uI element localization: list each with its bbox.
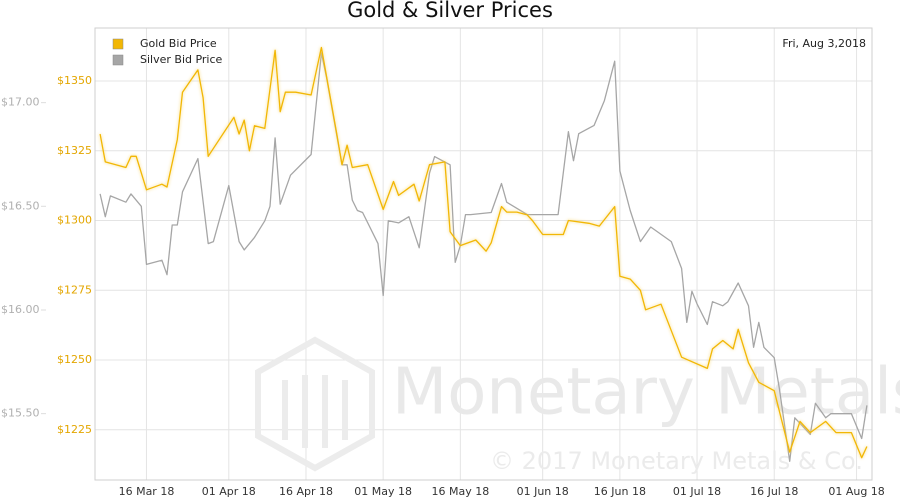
x-tick-label: 01 Jun 18 bbox=[517, 485, 569, 498]
y2-tick-label: $16.50 bbox=[1, 199, 40, 212]
y-tick-label: $1325 bbox=[57, 144, 92, 157]
y-tick-label: $1275 bbox=[57, 283, 92, 296]
legend-swatch bbox=[112, 54, 124, 66]
y2-tick-label: $16.00 bbox=[1, 303, 40, 316]
series-line bbox=[99, 46, 868, 459]
y-tick-label: $1350 bbox=[57, 74, 92, 87]
grid bbox=[95, 28, 872, 480]
legend-label: Silver Bid Price bbox=[140, 53, 223, 66]
chart-title: Gold & Silver Prices bbox=[347, 0, 553, 22]
x-tick-label: 01 Apr 18 bbox=[202, 485, 256, 498]
plot-frame bbox=[94, 27, 873, 481]
x-tick-label: 01 Aug 18 bbox=[828, 485, 884, 498]
x-tick-label: 16 Jul 18 bbox=[750, 485, 798, 498]
y2-tick-label: $17.00 bbox=[1, 96, 40, 109]
legend-swatch bbox=[112, 38, 124, 50]
legend-label: Gold Bid Price bbox=[140, 37, 217, 50]
x-tick-label: 16 May 18 bbox=[431, 485, 489, 498]
y-tick-label: $1225 bbox=[57, 423, 92, 436]
y-tick-label: $1300 bbox=[57, 214, 92, 227]
watermark-logo bbox=[255, 336, 375, 472]
y2-tick-label: $15.50 bbox=[1, 407, 40, 420]
watermark-text: Monetary Metals bbox=[392, 356, 900, 430]
series-line bbox=[99, 52, 868, 462]
x-tick-label: 16 Apr 18 bbox=[279, 485, 333, 498]
x-tick-label: 16 Jun 18 bbox=[594, 485, 646, 498]
copyright-text: © 2017 Monetary Metals & Co. bbox=[490, 447, 863, 475]
y-tick-label: $1250 bbox=[57, 353, 92, 366]
watermark: Monetary Metals © 2017 Monetary Metals &… bbox=[255, 336, 900, 475]
x-tick-label: 01 Jul 18 bbox=[673, 485, 721, 498]
x-tick-label: 16 Mar 18 bbox=[119, 485, 175, 498]
x-tick-label: 01 May 18 bbox=[354, 485, 412, 498]
date-annotation: Fri, Aug 3,2018 bbox=[782, 37, 866, 50]
